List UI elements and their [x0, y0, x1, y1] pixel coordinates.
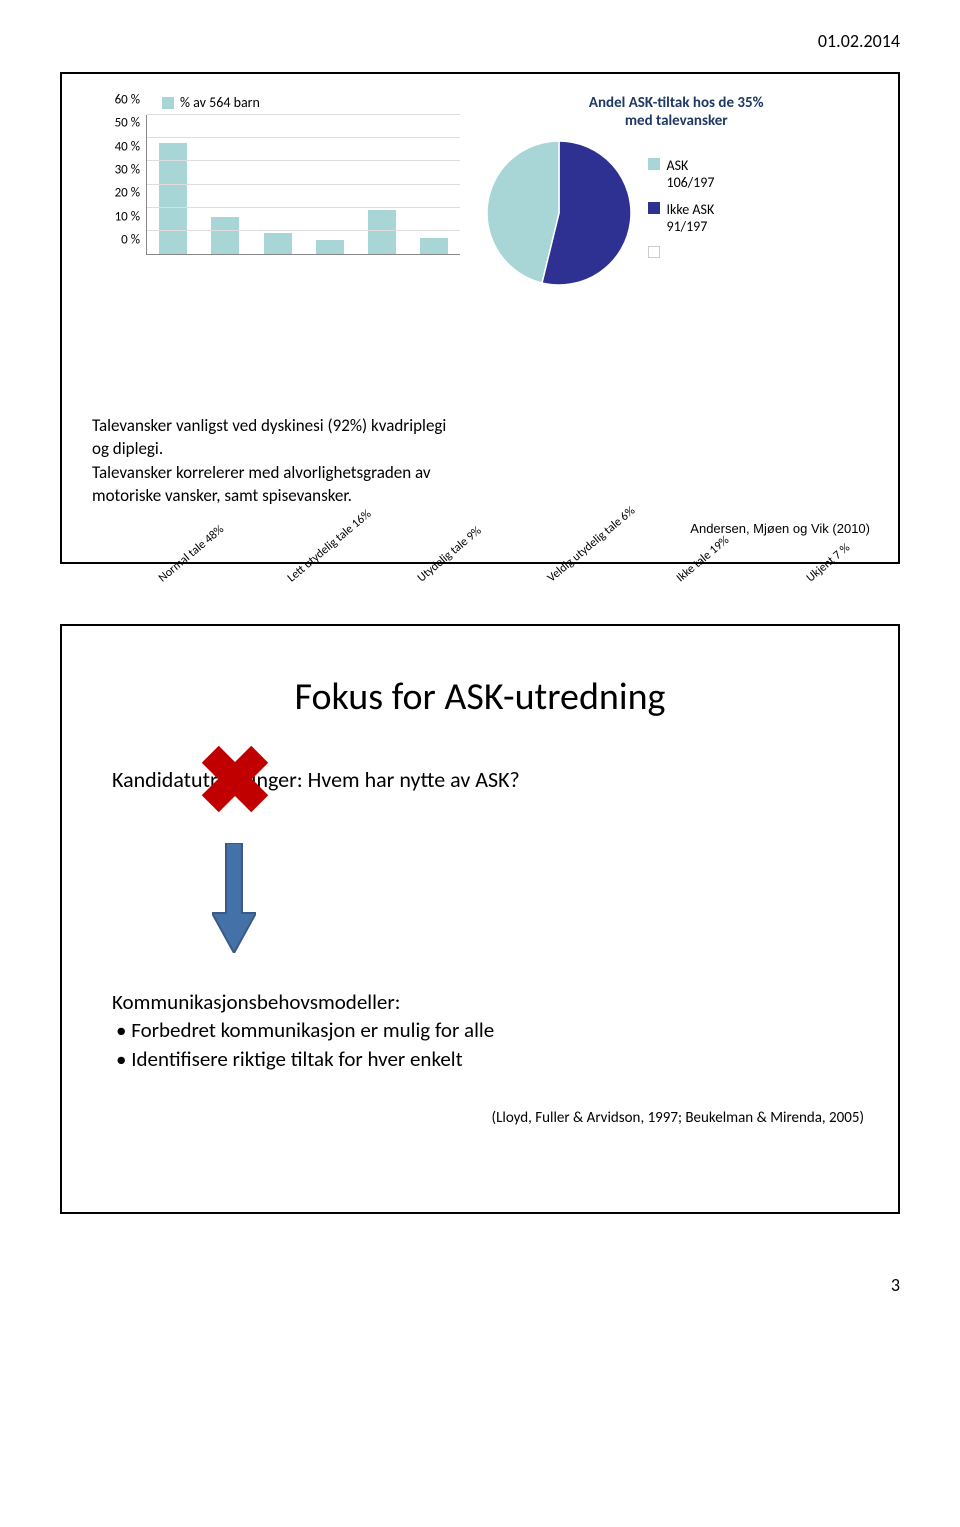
kandidat-text: Kandidatutredninger: Hvem har nytte av A… [112, 766, 520, 793]
note-line: motoriske vansker, samt spisevansker. [92, 485, 868, 506]
pie-title-line2: med talevansker [484, 112, 868, 130]
bar-x-label: Ikke tale 19% [674, 557, 717, 601]
slide-1: % av 564 barn 0 % 10 % 20 % 30 % 40 % 50 % 60 … [60, 72, 900, 564]
bar-y-tick: 60 % [92, 93, 140, 108]
pie-svg [484, 138, 634, 288]
bar [264, 233, 292, 254]
slide2-citation: (Lloyd, Fuller & Arvidson, 1997; Beukelm… [92, 1109, 864, 1127]
bar-x-labels: Normal tale 48%Lett utydelig tale 16%Uty… [116, 534, 894, 568]
komm-bullet: Identifisere riktige tiltak for hver enk… [112, 1045, 868, 1073]
pie-legend-swatch-empty [648, 246, 660, 258]
pie-legend-swatch-ikke [648, 202, 660, 214]
slide1-citation: Andersen, Mjøen og Vik (2010) [690, 521, 870, 536]
komm-bullet: Forbedret kommunikasjon er mulig for all… [112, 1016, 868, 1044]
note-line: Talevansker korrelerer med alvorlighetsg… [92, 462, 868, 483]
slide2-title: Fokus for ASK-utredning [92, 674, 868, 720]
bar-chart-legend: % av 564 barn [162, 94, 464, 111]
pie-legend-label-ask: ASK [666, 157, 688, 174]
pie-legend-label-ikke: Ikke ASK [666, 201, 714, 218]
bar-y-tick: 40 % [92, 139, 140, 154]
pie-legend-sub-ikke: 91/197 [666, 218, 707, 235]
bar-legend-label: % av 564 barn [180, 94, 260, 111]
bar-y-tick: 0 % [92, 233, 140, 248]
bar-x-label: Utydelig tale 9% [415, 557, 458, 601]
bar-x-label: Lett utydelig tale 16% [285, 557, 328, 601]
bar-chart-plot: 0 %10 %20 %30 %40 %50 %60 % [92, 115, 464, 285]
pie-legend: ASK 106/197 Ikke ASK 91/197 [648, 158, 714, 267]
note-line: og diplegi. [92, 438, 868, 459]
bar [420, 238, 448, 254]
pie-chart-title: Andel ASK-tiltak hos de 35% med talevans… [484, 94, 868, 130]
pie-legend-item-ikke: Ikke ASK 91/197 [648, 202, 714, 236]
bar [316, 240, 344, 254]
red-cross-icon [200, 744, 270, 814]
pie-legend-item-ask: ASK 106/197 [648, 158, 714, 192]
kandidat-row: Kandidatutredninger: Hvem har nytte av A… [112, 766, 868, 793]
bar-legend-swatch [162, 97, 174, 109]
pie-legend-swatch-ask [648, 158, 660, 170]
bar-y-tick: 20 % [92, 186, 140, 201]
bar-y-tick: 10 % [92, 209, 140, 224]
slide1-notes: Talevansker vanligst ved dyskinesi (92%)… [92, 415, 868, 506]
bar-x-label: Ukjent 7 % [804, 557, 847, 601]
pie-legend-sub-ask: 106/197 [666, 174, 714, 191]
slide-2: Fokus for ASK-utredning Kandidatutrednin… [60, 624, 900, 1214]
bar-chart: % av 564 barn 0 % 10 % 20 % 30 % 40 % 50 % 60 … [92, 94, 464, 365]
bar-x-label: Veldig utydelig tale 6% [545, 557, 588, 601]
bar [368, 210, 396, 254]
pie-chart: Andel ASK-tiltak hos de 35% med talevans… [484, 94, 868, 288]
pie-title-line1: Andel ASK-tiltak hos de 35% [484, 94, 868, 112]
komm-heading: Kommunikasjonsbehovsmodeller: [112, 988, 868, 1016]
bar-x-label: Normal tale 48% [156, 557, 199, 601]
pie-legend-item-empty [648, 246, 714, 258]
bar-y-tick: 50 % [92, 116, 140, 131]
bar-y-tick: 30 % [92, 163, 140, 178]
header-date: 01.02.2014 [60, 30, 900, 52]
bar [211, 217, 239, 254]
komm-block: Kommunikasjonsbehovsmodeller: Forbedret … [112, 988, 868, 1073]
note-line: Talevansker vanligst ved dyskinesi (92%)… [92, 415, 868, 436]
page-number: 3 [60, 1274, 900, 1296]
bar-y-axis: 0 %10 %20 %30 %40 %50 %60 % [92, 115, 140, 255]
arrow-down-icon [212, 843, 256, 953]
bar-plot-area [146, 115, 460, 255]
